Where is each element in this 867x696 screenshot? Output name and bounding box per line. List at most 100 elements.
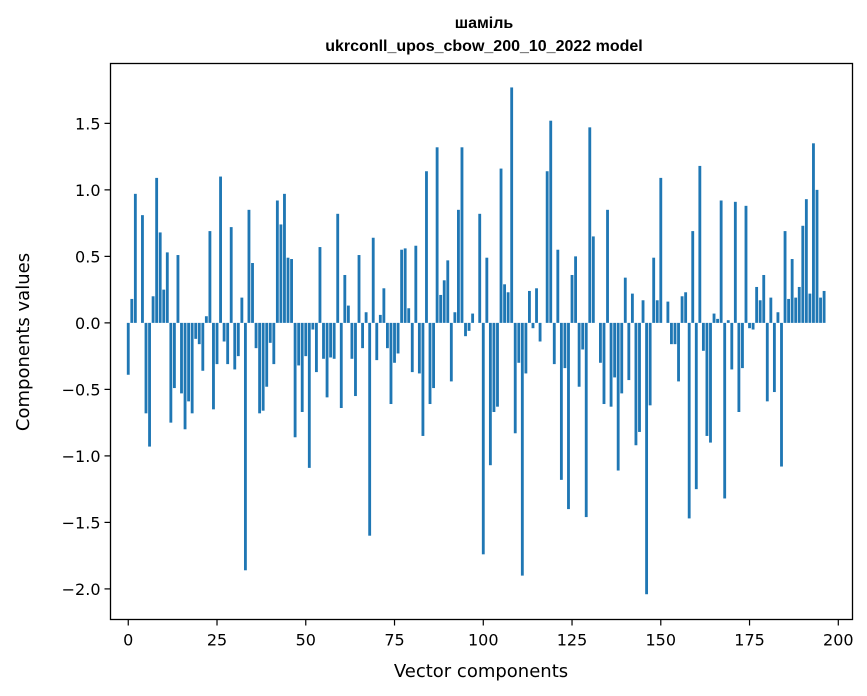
bar-128 <box>581 322 585 350</box>
bar-64 <box>354 322 357 397</box>
bar-92 <box>453 312 457 323</box>
bar-134 <box>602 322 606 405</box>
bar-119 <box>549 120 553 323</box>
bar-130 <box>588 127 592 323</box>
bar-121 <box>556 249 560 323</box>
bar-42 <box>275 200 279 323</box>
x-tick-label-175: 175 <box>734 631 765 650</box>
bar-84 <box>425 171 428 323</box>
x-axis-ticks: 0 25 50 75 100 125 150 175 200 <box>123 619 854 650</box>
bar-166 <box>716 318 720 323</box>
bar-15 <box>180 322 183 394</box>
x-tick-label-125: 125 <box>557 631 588 650</box>
y-tick-label--1: −1.0 <box>62 447 101 466</box>
bar-176 <box>751 322 755 330</box>
bar-5 <box>144 322 148 414</box>
bar-49 <box>300 322 304 412</box>
bar-122 <box>559 322 563 480</box>
bar-69 <box>371 237 375 323</box>
bar-51 <box>307 322 311 468</box>
bar-170 <box>730 322 734 370</box>
bar-142 <box>630 293 634 323</box>
x-tick-label-50: 50 <box>296 631 316 650</box>
bar-115 <box>535 288 538 323</box>
bar-150 <box>659 177 663 323</box>
bar-37 <box>258 322 262 414</box>
bar-144 <box>638 322 641 432</box>
bar-75 <box>393 322 396 363</box>
bar-91 <box>449 322 453 382</box>
bar-157 <box>684 292 688 323</box>
bar-188 <box>794 297 798 323</box>
bar-4 <box>141 215 144 323</box>
bar-34 <box>247 209 251 323</box>
bar-123 <box>563 322 567 369</box>
bar-126 <box>574 256 577 323</box>
bar-0 <box>126 322 130 375</box>
bar-167 <box>719 200 723 323</box>
bar-7 <box>151 296 155 323</box>
bar-97 <box>471 313 475 323</box>
bar-59 <box>336 213 340 323</box>
bar-129 <box>584 322 588 518</box>
bar-191 <box>804 199 808 323</box>
bar-180 <box>765 322 769 402</box>
y-tick-label--0.5: −0.5 <box>62 380 101 399</box>
bar-155 <box>677 322 680 382</box>
bar-99 <box>478 213 482 323</box>
x-tick-label-25: 25 <box>207 631 227 650</box>
x-tick-label-0: 0 <box>123 631 133 650</box>
bar-41 <box>272 322 276 365</box>
bar-89 <box>442 280 446 323</box>
bar-78 <box>403 248 407 323</box>
bar-6 <box>148 322 151 447</box>
bar-61 <box>343 274 347 323</box>
bar-46 <box>290 259 293 323</box>
bar-148 <box>652 257 656 323</box>
bar-107 <box>506 292 510 323</box>
bar-139 <box>620 322 624 394</box>
bar-54 <box>318 247 322 323</box>
plot-frame <box>109 62 854 621</box>
bar-20 <box>197 322 201 345</box>
bar-8 <box>155 177 159 323</box>
bar-179 <box>762 274 766 323</box>
bar-171 <box>733 201 737 323</box>
bar-83 <box>421 322 425 436</box>
bar-146 <box>645 322 649 595</box>
bar-140 <box>623 277 627 323</box>
bar-11 <box>165 252 169 323</box>
chart-subtitle: ukrconll_upos_cbow_200_10_2022 model <box>325 38 642 55</box>
bar-29 <box>229 227 233 323</box>
bars-group <box>126 87 826 595</box>
bar-124 <box>567 322 570 510</box>
bar-189 <box>797 286 801 323</box>
bar-114 <box>531 322 535 329</box>
bar-135 <box>606 209 609 323</box>
bar-95 <box>464 322 467 337</box>
chart-title: шамiль <box>455 15 514 32</box>
y-tick-label-0: 0.0 <box>75 314 100 333</box>
bar-74 <box>389 322 393 405</box>
bar-100 <box>481 322 485 555</box>
bar-118 <box>545 171 549 323</box>
x-tick-label-75: 75 <box>384 631 404 650</box>
y-tick-label-1.5: 1.5 <box>75 114 100 133</box>
bar-104 <box>496 322 499 407</box>
bar-44 <box>283 193 286 323</box>
bar-76 <box>396 322 400 354</box>
bar-39 <box>265 322 269 387</box>
bar-53 <box>314 322 318 373</box>
bar-2 <box>133 193 137 323</box>
bar-158 <box>687 322 691 519</box>
y-tick-label-1: 1.0 <box>75 181 100 200</box>
bar-172 <box>737 322 741 412</box>
bar-184 <box>780 322 783 467</box>
bar-32 <box>240 297 244 323</box>
bar-182 <box>772 322 776 393</box>
bar-177 <box>755 286 759 323</box>
bar-147 <box>648 322 652 406</box>
bar-185 <box>783 231 787 323</box>
bar-163 <box>705 322 709 436</box>
